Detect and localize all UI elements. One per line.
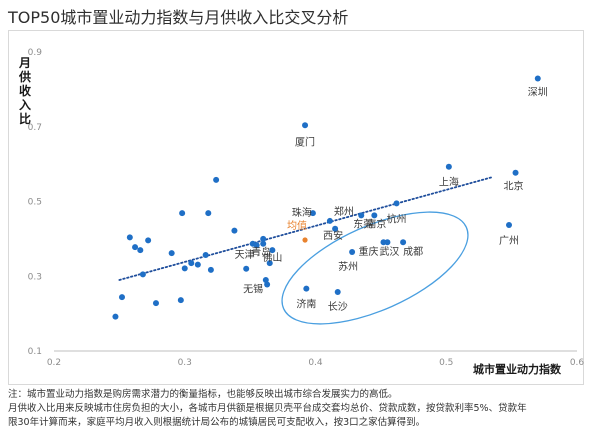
- point-label-重庆: 重庆: [358, 245, 378, 258]
- data-point-郑州: [326, 217, 333, 224]
- point-label-郑州: 郑州: [334, 205, 354, 218]
- data-point: [126, 234, 133, 241]
- point-label-杭州: 杭州: [387, 212, 407, 225]
- data-point: [205, 210, 212, 217]
- data-point-无锡: [264, 281, 271, 288]
- point-label-天津: 天津: [235, 249, 255, 261]
- x-axis-label: 城市置业动力指数: [473, 362, 562, 376]
- data-point-厦门: [302, 122, 309, 129]
- data-point: [132, 244, 139, 251]
- point-label-广州: 广州: [499, 235, 519, 247]
- footnotes: 注：城市置业动力指数是购房需求潜力的衡量指标，也能够反映出城市综合发展实力的高低…: [8, 388, 586, 430]
- data-point: [152, 300, 159, 307]
- point-label-西安: 西安: [323, 229, 343, 242]
- y-tick-label: 0.7: [28, 123, 42, 133]
- point-label-无锡: 无锡: [243, 282, 263, 295]
- point-label-厦门: 厦门: [295, 135, 315, 148]
- data-point-重庆: [380, 239, 387, 246]
- trendline: [118, 176, 493, 281]
- y-tick-label: 0.5: [28, 198, 42, 208]
- data-point-杭州: [393, 200, 400, 207]
- y-tick-label: 0.1: [28, 347, 42, 357]
- data-point-成都: [400, 239, 407, 246]
- average-label: 均值: [287, 219, 307, 232]
- footnote-line: 月供收入比用来反映城市住房负担的大小，各城市月供额是根据贝壳平台成交套均总价、贷…: [8, 403, 527, 414]
- footnote-line: 注：城市置业动力指数是购房需求潜力的衡量指标，也能够反映出城市综合发展实力的高低…: [8, 389, 398, 400]
- average-point: [302, 237, 308, 243]
- highlight-ellipse-shape: [281, 211, 469, 325]
- data-point-广州: [506, 222, 513, 229]
- footnote-line: 限30年计算而来，家庭平均月收入则根据统计局公布的城镇居民可支配收入，按3口之家…: [8, 417, 426, 428]
- point-label-武汉: 武汉: [379, 245, 399, 258]
- data-point: [207, 266, 214, 273]
- data-point: [260, 235, 267, 242]
- x-tick-label: 0.2: [47, 358, 61, 368]
- data-point: [243, 265, 250, 272]
- chart-area: 0.1 0.3 0.5 0.7 0.9 0.2 0.3 0.4 0.5 0.6 月供收入比城市置业动…: [8, 30, 584, 385]
- data-point: [231, 227, 238, 234]
- y-axis-label: 收: [19, 83, 31, 98]
- data-point: [139, 271, 146, 278]
- point-label-济南: 济南: [296, 298, 316, 311]
- point-label-成都: 成都: [403, 246, 423, 258]
- data-point: [181, 265, 188, 272]
- data-point-北京: [512, 169, 519, 176]
- x-tick-label: 0.6: [570, 358, 585, 368]
- point-label-东莞: 东莞: [353, 217, 373, 230]
- point-label-北京: 北京: [504, 180, 524, 193]
- data-point-济南: [303, 285, 310, 292]
- data-point-青岛: [260, 240, 267, 247]
- point-label-珠海: 珠海: [292, 206, 312, 219]
- data-point-东莞: [358, 212, 365, 219]
- point-label-青岛: 青岛: [251, 246, 271, 259]
- x-tick-label: 0.3: [178, 358, 192, 368]
- point-label-苏州: 苏州: [338, 260, 358, 273]
- data-point: [177, 297, 184, 304]
- point-label-佛山: 佛山: [262, 251, 282, 264]
- y-tick-label: 0.9: [28, 48, 43, 58]
- data-point-苏州: [349, 248, 356, 255]
- data-point-南京: [371, 212, 378, 219]
- highlight-ellipse: [281, 211, 469, 325]
- y-axis-label: 月: [18, 56, 31, 70]
- data-point: [145, 237, 152, 244]
- data-point: [213, 176, 220, 183]
- data-point: [168, 250, 175, 257]
- data-points: [112, 75, 541, 320]
- point-label-长沙: 长沙: [328, 301, 348, 313]
- trendline-line: [118, 176, 493, 281]
- data-point-西安: [332, 225, 339, 232]
- axes: 0.1 0.3 0.5 0.7 0.9 0.2 0.3 0.4 0.5 0.6 月供收入比城市置业动…: [18, 48, 584, 376]
- data-point-长沙: [334, 288, 341, 295]
- data-point-深圳: [534, 75, 541, 82]
- point-label-上海: 上海: [439, 176, 459, 189]
- data-point: [202, 251, 209, 258]
- scatter-plot: 0.1 0.3 0.5 0.7 0.9 0.2 0.3 0.4 0.5 0.6 月供收入比城市置业动…: [18, 48, 584, 376]
- x-tick-label: 0.5: [439, 358, 453, 368]
- x-tick-label: 0.4: [308, 358, 323, 368]
- data-point-珠海: [309, 210, 316, 217]
- page-title: TOP50城市置业动力指数与月供收入比交叉分析: [8, 8, 349, 27]
- data-point: [266, 260, 273, 267]
- y-axis-label: 比: [19, 111, 31, 126]
- data-point-上海: [445, 163, 452, 170]
- data-point: [112, 313, 119, 320]
- y-tick-label: 0.3: [28, 272, 42, 282]
- data-point-佛山: [269, 247, 276, 254]
- data-point: [137, 247, 144, 254]
- data-point: [179, 210, 186, 217]
- y-axis-label: 供: [18, 69, 31, 84]
- point-label-深圳: 深圳: [528, 87, 548, 99]
- data-point-天津: [253, 242, 260, 249]
- data-point: [118, 294, 125, 301]
- point-label-南京: 南京: [366, 217, 386, 230]
- data-point: [188, 260, 195, 267]
- y-axis-label: 入: [19, 98, 31, 112]
- data-point: [194, 261, 201, 268]
